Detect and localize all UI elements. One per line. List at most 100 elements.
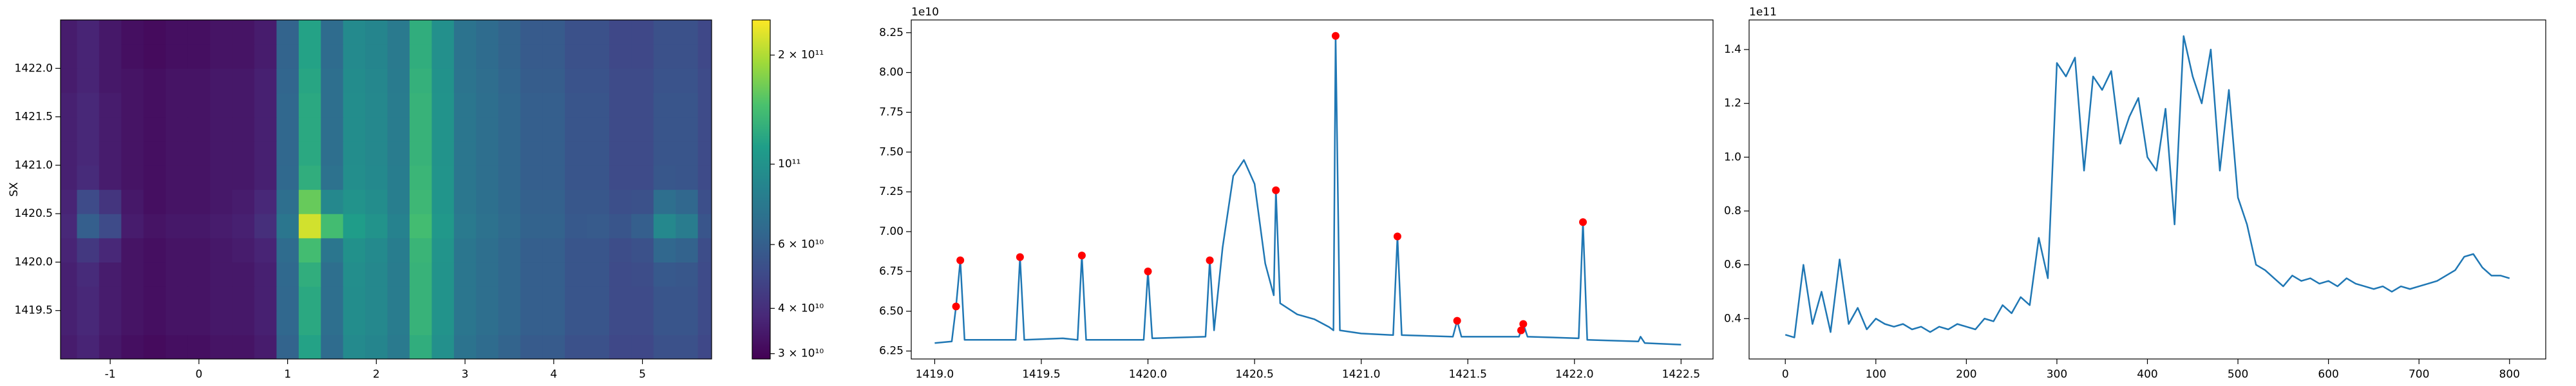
heatmap-cell	[61, 262, 78, 287]
heatmap-cell	[210, 189, 233, 214]
heatmap-cell	[143, 262, 166, 287]
y-tick-label: 1421.5	[15, 111, 53, 124]
y-tick-label: 0.4	[1724, 312, 1741, 325]
heatmap-cell	[166, 141, 189, 166]
heatmap-cell	[587, 214, 610, 239]
heatmap-cell	[143, 165, 166, 190]
heatmap-cell	[166, 310, 189, 335]
heatmap-cell	[232, 286, 255, 311]
line-series	[934, 35, 1681, 345]
heatmap-cell	[365, 116, 388, 142]
heatmap-cell	[631, 214, 654, 239]
heatmap-cell	[99, 214, 122, 239]
heatmap-cell	[254, 237, 277, 263]
colorbar	[752, 19, 771, 360]
heatmap-cell	[476, 141, 499, 166]
heatmap-cell	[498, 262, 521, 287]
heatmap-cell	[697, 335, 712, 359]
heatmap-cell	[232, 165, 255, 190]
plot-area	[1785, 35, 2510, 338]
heatmap-cell	[676, 237, 699, 263]
heatmap-cell	[587, 286, 610, 311]
x-tick-label: 400	[2137, 368, 2157, 381]
heatmap-cell	[77, 92, 100, 118]
heatmap-cell	[498, 286, 521, 311]
x-tick-label: 5	[639, 368, 646, 381]
heatmap-cell	[609, 20, 632, 45]
heatmap-cell	[631, 116, 654, 142]
heatmap-cell	[298, 214, 321, 239]
heatmap-cell	[587, 262, 610, 287]
heatmap-cell	[276, 237, 299, 263]
heatmap-cell	[343, 335, 366, 359]
heatmap-cell	[210, 116, 233, 142]
colorbar-tick-label: 6 × 10¹⁰	[778, 238, 824, 251]
heatmap-cell	[343, 92, 366, 118]
heatmap-cell	[542, 20, 565, 45]
heatmap-cell	[609, 262, 632, 287]
heatmap-cell	[121, 237, 144, 263]
heatmap-cell	[365, 20, 388, 45]
heatmap-cell	[232, 116, 255, 142]
heatmap-cell	[298, 165, 321, 190]
heatmap-cell	[187, 237, 211, 263]
heatmap-cell	[520, 44, 544, 69]
x-tick-label: 1420.0	[1129, 368, 1167, 381]
heatmap-cell	[387, 20, 410, 45]
heatmap-cell	[166, 92, 189, 118]
heatmap-cell	[99, 44, 122, 69]
heatmap-cell	[77, 20, 100, 45]
heatmap-cell	[631, 262, 654, 287]
heatmap-cell	[121, 335, 144, 359]
heatmap-cell	[387, 165, 410, 190]
heatmap-cell	[520, 116, 544, 142]
heatmap-cell	[431, 165, 455, 190]
heatmap-cell	[254, 141, 277, 166]
heatmap-cell	[653, 335, 676, 359]
heatmap-cell	[61, 165, 78, 190]
y-tick-label: 6.25	[879, 345, 904, 358]
heatmap-cell	[276, 335, 299, 359]
y-offset-label: 1e10	[911, 6, 939, 19]
heatmap-cell	[697, 141, 712, 166]
heatmap-cell	[365, 165, 388, 190]
y-tick-label: 6.75	[879, 265, 904, 278]
heatmap-cell	[61, 335, 78, 359]
colorbar-tick-label: 4 × 10¹⁰	[778, 302, 824, 315]
heatmap-cell	[498, 116, 521, 142]
heatmap-cell	[387, 237, 410, 263]
heatmap-cell	[143, 68, 166, 93]
y-tick-label: 1421.0	[15, 159, 53, 172]
heatmap-cell	[166, 165, 189, 190]
heatmap-cell	[631, 335, 654, 359]
heatmap-cell	[498, 68, 521, 93]
heatmap-cell	[587, 20, 610, 45]
heatmap-cell	[77, 44, 100, 69]
heatmap-cell	[321, 116, 344, 142]
heatmap-cell	[166, 286, 189, 311]
peak-marker	[1077, 252, 1086, 260]
heatmap-cell	[476, 335, 499, 359]
heatmap-cell	[697, 214, 712, 239]
heatmap-cell	[653, 165, 676, 190]
heatmap-cell	[697, 44, 712, 69]
heatmap-cell	[676, 286, 699, 311]
y-tick-label: 6.50	[879, 305, 904, 318]
heatmap-cell	[565, 141, 588, 166]
axes-frame	[911, 19, 1714, 360]
x-tick-label: 1422.0	[1555, 368, 1593, 381]
heatmap-cell	[210, 214, 233, 239]
heatmap-cell	[254, 335, 277, 359]
heatmap-cell	[542, 286, 565, 311]
heatmap-cell	[542, 68, 565, 93]
y-tick-label: 8.25	[879, 26, 904, 39]
heatmap-cell	[187, 44, 211, 69]
heatmap-cell	[254, 68, 277, 93]
heatmap-cell	[609, 92, 632, 118]
heatmap-cell	[587, 116, 610, 142]
heatmap-cell	[387, 286, 410, 311]
heatmap-cell	[653, 262, 676, 287]
heatmap-cell	[187, 286, 211, 311]
heatmap-cell	[387, 189, 410, 214]
heatmap-cell	[210, 286, 233, 311]
